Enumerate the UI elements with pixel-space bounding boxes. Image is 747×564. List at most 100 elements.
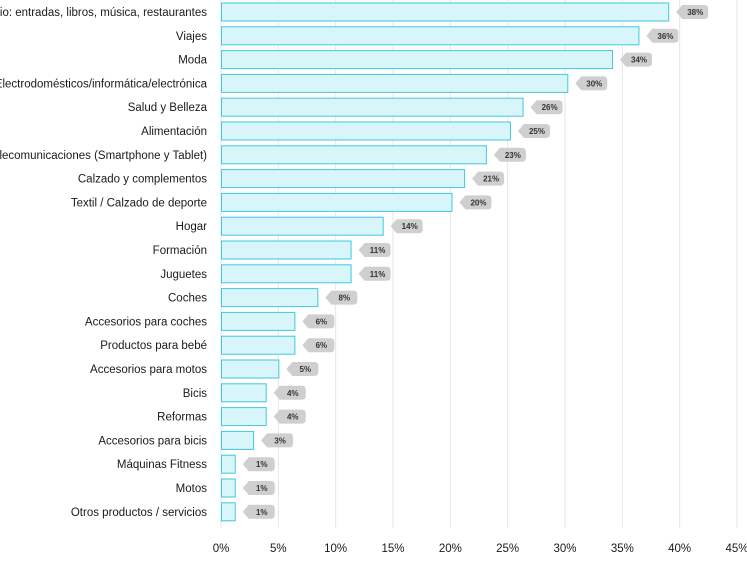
bar xyxy=(221,502,236,522)
value-tag xyxy=(273,385,306,400)
bar xyxy=(221,169,466,189)
value-tag xyxy=(530,100,563,115)
value-label: 23% xyxy=(505,151,521,160)
value-label: 25% xyxy=(529,127,545,136)
value-tag xyxy=(261,433,294,448)
category-label: Reformas xyxy=(157,412,207,424)
category-label: Ocio: entradas, libros, música, restaura… xyxy=(0,7,207,19)
value-label: 36% xyxy=(657,32,673,41)
category-label: Viajes xyxy=(176,31,207,43)
value-label: 30% xyxy=(586,79,602,88)
value-label: 14% xyxy=(402,222,418,231)
bar xyxy=(221,264,352,284)
value-label: 26% xyxy=(542,103,558,112)
category-label: Alimentación xyxy=(141,126,207,138)
bar xyxy=(221,26,640,46)
value-label: 11% xyxy=(370,270,386,279)
bar xyxy=(221,192,453,212)
value-tag xyxy=(472,171,505,186)
value-tag xyxy=(242,457,275,472)
value-label: 5% xyxy=(300,365,312,374)
value-label: 20% xyxy=(470,198,486,207)
bar xyxy=(221,383,267,403)
value-tag xyxy=(620,52,653,67)
x-tick-label: 40% xyxy=(668,543,691,555)
bar xyxy=(221,359,280,379)
category-label: Hogar xyxy=(176,221,207,233)
value-tag xyxy=(459,195,492,210)
bar xyxy=(221,97,524,117)
value-tag xyxy=(517,124,550,138)
value-tag xyxy=(390,219,423,234)
value-label: 1% xyxy=(256,508,268,517)
category-label: Salud y Belleza xyxy=(128,102,208,114)
x-tick-label: 15% xyxy=(381,543,404,555)
category-label: Productos para bebé xyxy=(100,340,207,352)
value-tag xyxy=(358,266,391,281)
value-label: 4% xyxy=(287,413,299,422)
x-tick-label: 25% xyxy=(496,543,519,555)
value-tag xyxy=(493,147,526,162)
x-tick-label: 20% xyxy=(439,543,462,555)
value-labels: 38% 36% 34% 30% 26% 25% 23% 21% 20% 14% 11% 11% 8% 6%… xyxy=(242,5,709,519)
bar xyxy=(221,288,319,308)
bar xyxy=(221,145,487,165)
value-tag xyxy=(302,314,335,329)
value-label: 34% xyxy=(631,56,647,65)
value-tag xyxy=(242,481,275,495)
value-tag xyxy=(273,409,306,424)
x-tick-label: 30% xyxy=(553,543,576,555)
category-label: Moda xyxy=(178,55,207,67)
category-label: Coches xyxy=(168,293,207,305)
bar xyxy=(221,216,384,236)
value-tag xyxy=(286,362,319,376)
value-tag xyxy=(358,243,391,257)
category-label: Otros productos / servicios xyxy=(71,507,207,519)
value-label: 38% xyxy=(687,8,703,17)
bar xyxy=(221,454,236,474)
x-tick-label: 5% xyxy=(270,543,287,555)
category-label: Textil / Calzado de deporte xyxy=(71,197,207,209)
bar xyxy=(221,50,614,70)
category-label: Máquinas Fitness xyxy=(117,459,207,471)
bar xyxy=(221,407,267,427)
value-tag xyxy=(302,338,335,353)
bar xyxy=(221,311,296,331)
category-label: Accesorios para coches xyxy=(85,316,207,328)
value-tag xyxy=(242,504,275,519)
category-label: Telecomunicaciones (Smartphone y Tablet) xyxy=(0,150,207,162)
value-label: 1% xyxy=(256,460,268,469)
value-label: 11% xyxy=(370,246,386,255)
category-label: Calzado y complementos xyxy=(78,174,207,186)
bar xyxy=(221,2,670,22)
x-tick-label: 0% xyxy=(213,543,230,555)
x-tick-label: 45% xyxy=(725,543,747,555)
category-label: Juguetes xyxy=(160,269,207,281)
category-label: Formación xyxy=(153,245,207,257)
value-label: 21% xyxy=(483,175,499,184)
value-label: 4% xyxy=(287,389,299,398)
value-tag xyxy=(575,76,608,91)
x-tick-label: 35% xyxy=(611,543,634,555)
value-label: 8% xyxy=(339,294,351,303)
bar xyxy=(221,240,352,260)
category-label: Motos xyxy=(176,483,208,495)
value-label: 3% xyxy=(274,436,286,445)
category-label: Electrodomésticos/informática/electrónic… xyxy=(0,78,208,90)
value-label: 6% xyxy=(316,317,328,326)
bar xyxy=(221,430,255,450)
bar xyxy=(221,335,296,355)
category-labels: Ocio: entradas, libros, música, restaura… xyxy=(0,7,208,519)
x-tick-label: 10% xyxy=(324,543,347,555)
bar xyxy=(221,478,236,498)
value-tag xyxy=(676,5,709,19)
category-label: Accesorios para bicis xyxy=(98,435,207,447)
bar xyxy=(221,73,569,93)
x-axis-ticks: 0% 5% 10% 15% 20% 25% 30% 35% 40% 45% xyxy=(213,543,747,555)
bars xyxy=(221,2,670,522)
value-label: 6% xyxy=(316,341,328,350)
category-label: Bicis xyxy=(183,388,208,400)
bar xyxy=(221,121,511,141)
value-tag xyxy=(646,28,679,43)
